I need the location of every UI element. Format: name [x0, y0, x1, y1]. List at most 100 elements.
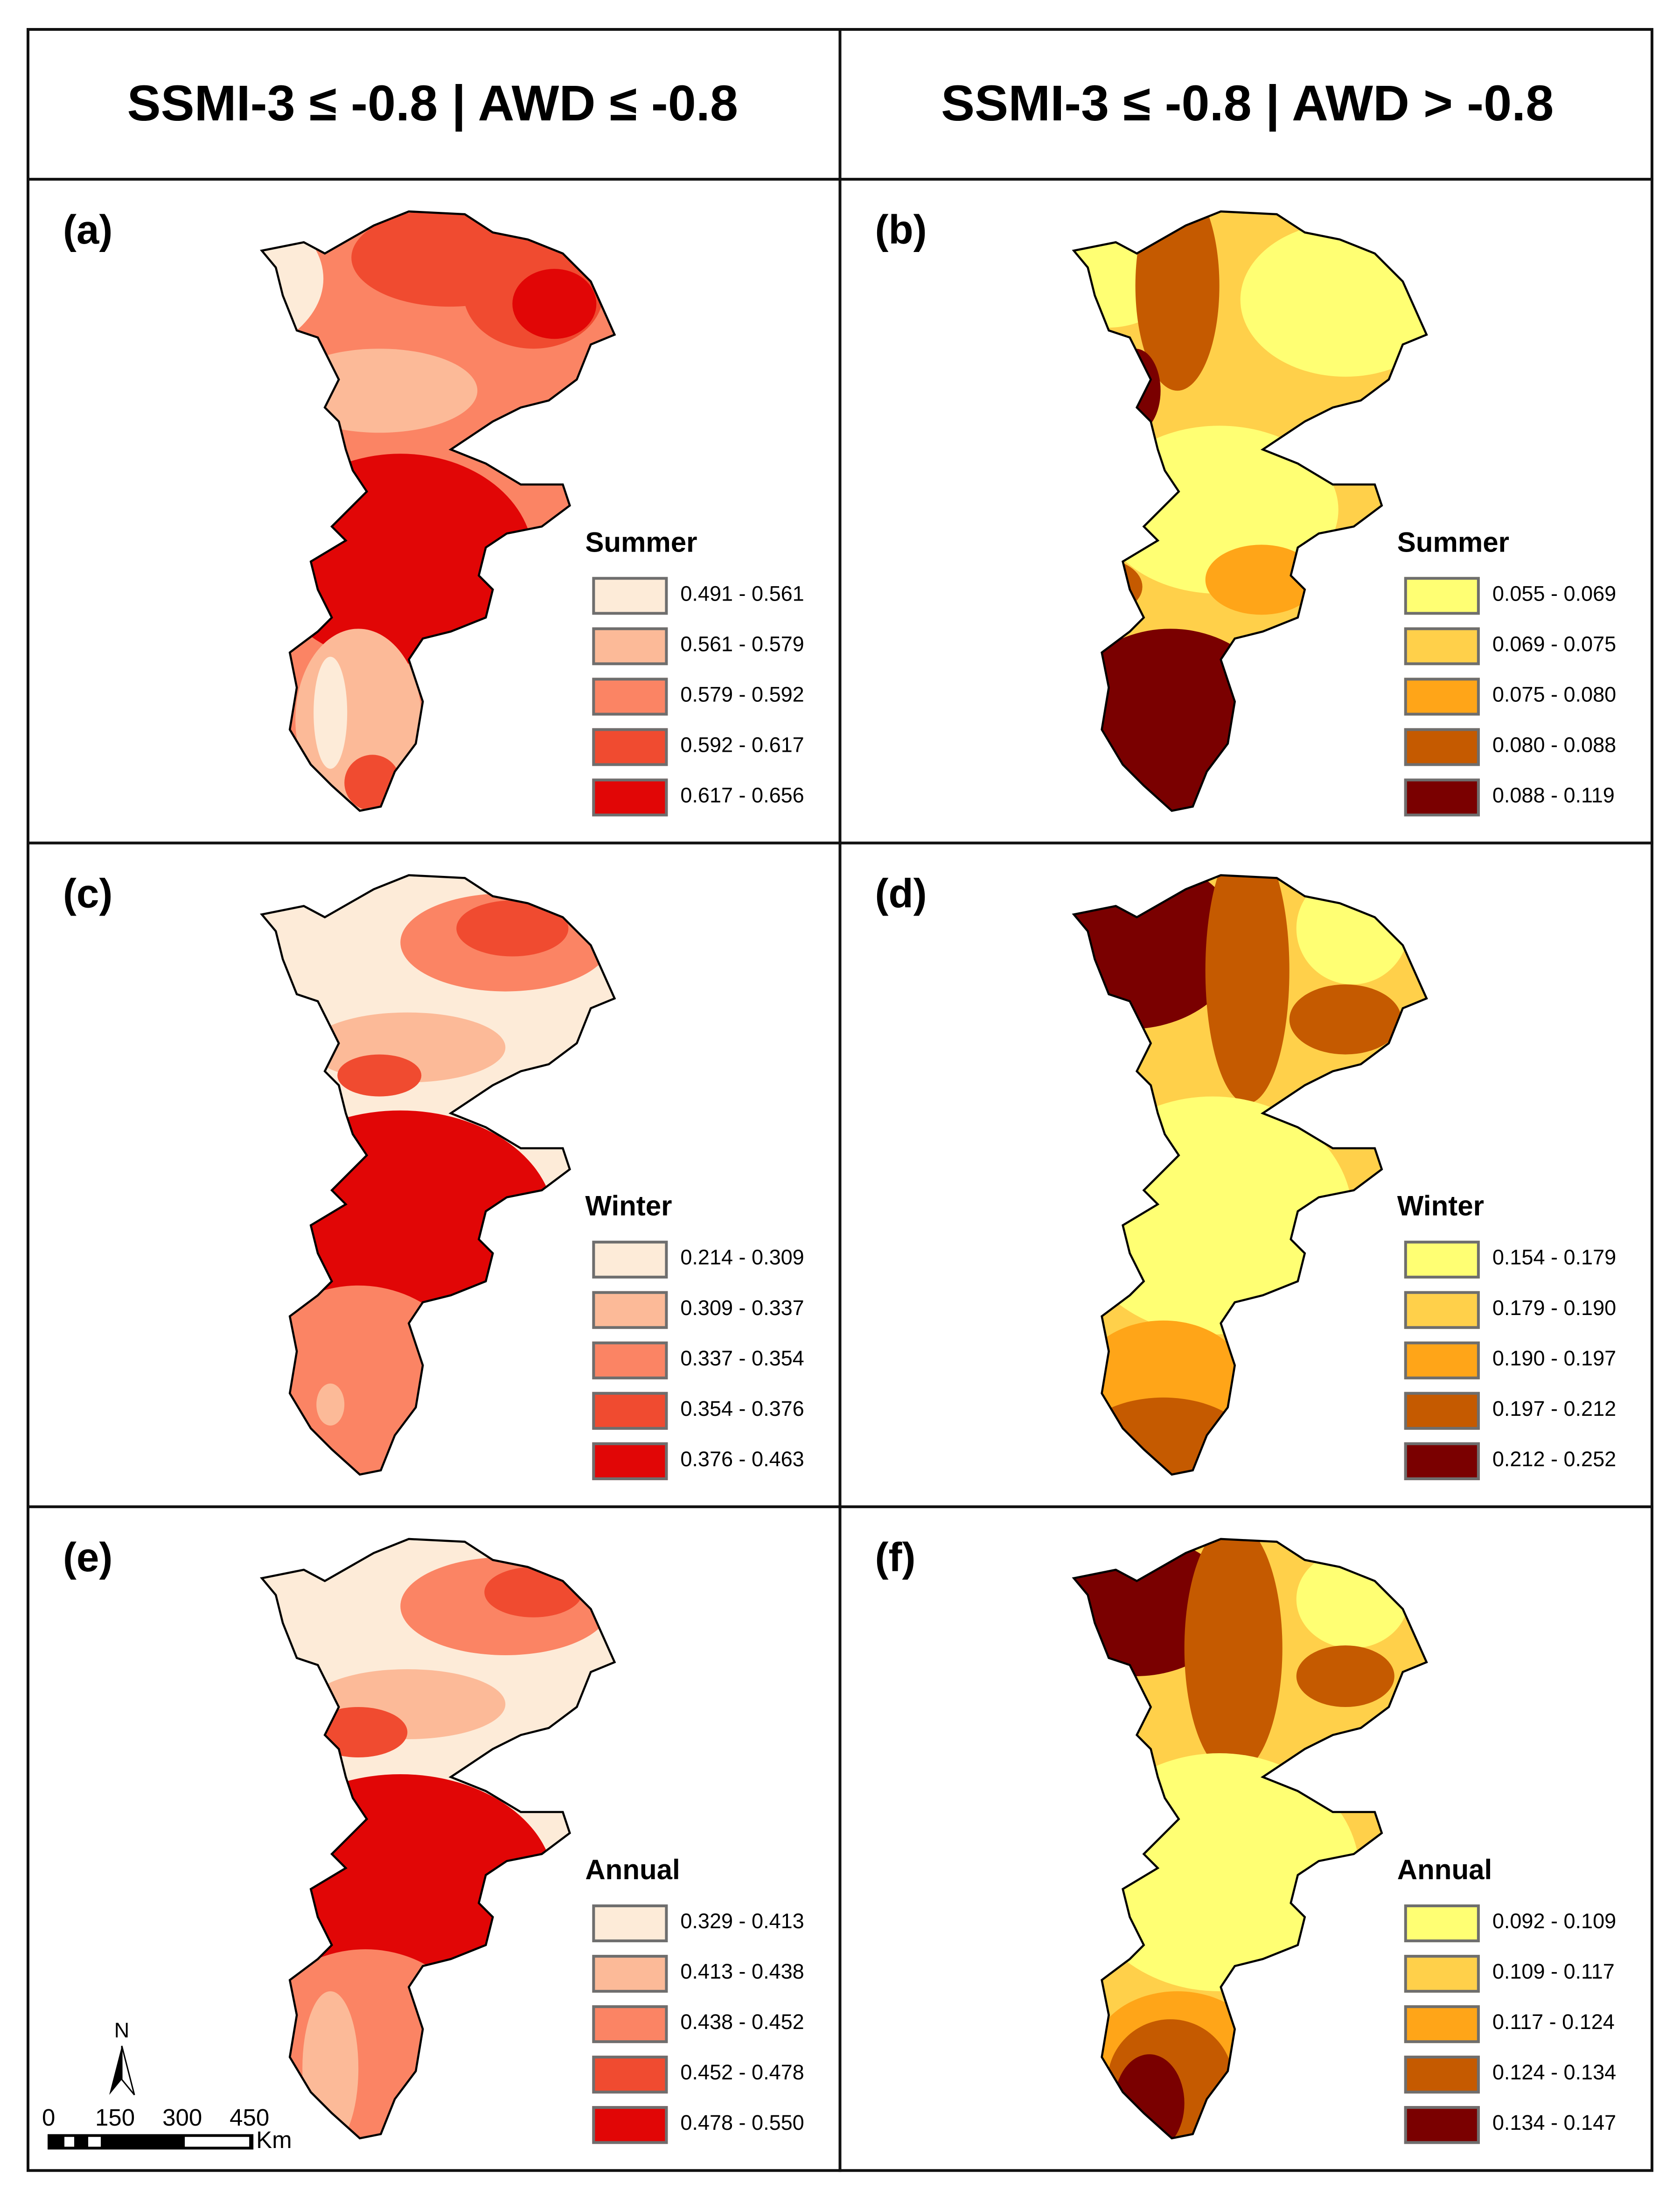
- legend-title: Winter: [585, 1191, 672, 1223]
- legend-class-label: 0.134 - 0.147: [1492, 2112, 1617, 2136]
- region-outline: [1072, 874, 1428, 1476]
- legend-swatch: [1404, 1291, 1480, 1329]
- map-zone-class-3: [1074, 1397, 1255, 1475]
- legend-swatch: [592, 1291, 668, 1329]
- column-header-right: SSMI-3 ≤ -0.8 | AWD > -0.8: [941, 74, 1554, 132]
- legend-class-label: 0.452 - 0.478: [680, 2061, 804, 2085]
- legend-class-label: 0.088 - 0.119: [1492, 784, 1615, 808]
- legend-swatch: [592, 1240, 668, 1279]
- legend-class-label: 0.579 - 0.592: [680, 683, 804, 707]
- legend-swatch: [592, 1341, 668, 1379]
- scale-bar-graphic: [48, 2134, 254, 2150]
- legend-class-label: 0.438 - 0.452: [680, 2011, 804, 2035]
- legend-swatch: [1404, 2106, 1480, 2144]
- legend-swatch: [1404, 2005, 1480, 2043]
- choropleth-map: [1072, 1538, 1428, 2140]
- scale-tick-300: 300: [162, 2105, 202, 2132]
- legend-swatch: [592, 678, 668, 716]
- legend-class-label: 0.117 - 0.124: [1492, 2011, 1615, 2035]
- legend-swatch: [592, 1955, 668, 1993]
- legend-class-label: 0.197 - 0.212: [1492, 1397, 1617, 1421]
- row-divider: [27, 1505, 1653, 1508]
- legend-swatch: [1404, 728, 1480, 766]
- north-label: N: [114, 2018, 129, 2042]
- panel-label: (a): [63, 209, 113, 254]
- panel-label: (e): [63, 1536, 113, 1581]
- legend-title: Summer: [1397, 528, 1509, 559]
- map-zone-class-4: [512, 269, 597, 339]
- legend-swatch: [592, 2005, 668, 2043]
- row-divider: [27, 841, 1653, 845]
- legend-swatch: [1404, 1392, 1480, 1430]
- map-panel-d: (d) Winter 0.154 - 0.179 0.179 - 0.190 0.190…: [841, 844, 1653, 1508]
- legend-class-label: 0.069 - 0.075: [1492, 633, 1617, 657]
- legend-title: Annual: [1397, 1855, 1492, 1887]
- legend-class-label: 0.376 - 0.463: [680, 1448, 804, 1472]
- legend-class-label: 0.124 - 0.134: [1492, 2061, 1617, 2085]
- map-zone-class-3: [337, 1054, 422, 1097]
- map-zone-class-3: [456, 900, 569, 957]
- scale-tick-450: 450: [230, 2105, 270, 2132]
- legend-class-label: 0.561 - 0.579: [680, 633, 804, 657]
- legend-swatch: [1404, 2056, 1480, 2094]
- panel-label: (c): [63, 872, 113, 917]
- panel-label: (b): [875, 209, 927, 254]
- region-outline: [259, 1538, 616, 2140]
- column-divider: [838, 28, 842, 2172]
- legend-swatch: [592, 2106, 668, 2144]
- map-panel-b: (b) Summer 0.055 - 0.069 0.069 - 0.075 0.075…: [841, 181, 1653, 844]
- legend-swatch: [1404, 1240, 1480, 1279]
- legend-swatch: [1404, 1442, 1480, 1480]
- map-zone-class-4: [1110, 349, 1161, 433]
- legend-class-label: 0.478 - 0.550: [680, 2112, 804, 2136]
- map-zone-class-0: [1296, 875, 1408, 985]
- map-panel-a: (a) Summer 0.491 - 0.561 0.561 - 0.579 0.579…: [29, 181, 841, 844]
- legend-class-label: 0.092 - 0.109: [1492, 1910, 1617, 1934]
- map-zone-class-3: [309, 1707, 408, 1758]
- region-outline: [259, 874, 616, 1476]
- legend-swatch: [1404, 778, 1480, 817]
- legend-swatch: [592, 1392, 668, 1430]
- choropleth-map: [259, 874, 616, 1476]
- legend-class-label: 0.212 - 0.252: [1492, 1448, 1617, 1472]
- map-zone-class-3: [1205, 875, 1290, 1104]
- legend-swatch: [592, 627, 668, 665]
- map-zone-class-1: [302, 1991, 359, 2139]
- map-zone-class-3: [1296, 1645, 1394, 1707]
- legend-swatch: [592, 728, 668, 766]
- legend-class-label: 0.154 - 0.179: [1492, 1246, 1617, 1270]
- scale-tick-0: 0: [42, 2105, 56, 2132]
- map-panel-e: (e) Annual 0.329 - 0.413 0.413 - 0.438 0.438…: [29, 1508, 841, 2172]
- legend-class-label: 0.329 - 0.413: [680, 1910, 804, 1934]
- legend-title: Annual: [585, 1855, 680, 1887]
- map-zone-class-4: [1074, 875, 1241, 1029]
- legend-class-label: 0.080 - 0.088: [1492, 734, 1617, 758]
- legend-class-label: 0.491 - 0.561: [680, 582, 804, 607]
- legend-class-label: 0.337 - 0.354: [680, 1347, 804, 1371]
- legend-class-label: 0.309 - 0.337: [680, 1296, 804, 1321]
- legend-swatch: [592, 577, 668, 615]
- map-zone-class-3: [344, 755, 401, 811]
- legend-title: Winter: [1397, 1191, 1484, 1223]
- legend-swatch: [1404, 627, 1480, 665]
- map-zone-class-3: [1184, 1539, 1283, 1775]
- legend-swatch: [1404, 678, 1480, 716]
- map-zone-class-4: [267, 454, 534, 664]
- panel-label: (f): [875, 1536, 916, 1581]
- panel-label: (d): [875, 872, 927, 917]
- legend-class-label: 0.354 - 0.376: [680, 1397, 804, 1421]
- north-arrow-icon: N: [109, 2018, 135, 2096]
- region-outline: [1072, 1538, 1428, 2140]
- map-panel-f: (f) Annual 0.092 - 0.109 0.109 - 0.117 0.117…: [841, 1508, 1653, 2172]
- legend-swatch: [592, 1442, 668, 1480]
- legend-swatch: [592, 1904, 668, 1943]
- legend-swatch: [1404, 1341, 1480, 1379]
- map-zone-class-0: [1079, 1753, 1359, 1992]
- region-outline: [259, 210, 616, 812]
- column-header-left: SSMI-3 ≤ -0.8 | AWD ≤ -0.8: [127, 74, 738, 132]
- scale-unit: Km: [256, 2127, 292, 2154]
- legend-class-label: 0.109 - 0.117: [1492, 1960, 1615, 1985]
- map-zone-class-0: [1074, 1096, 1352, 1335]
- scale-tick-150: 150: [95, 2105, 135, 2132]
